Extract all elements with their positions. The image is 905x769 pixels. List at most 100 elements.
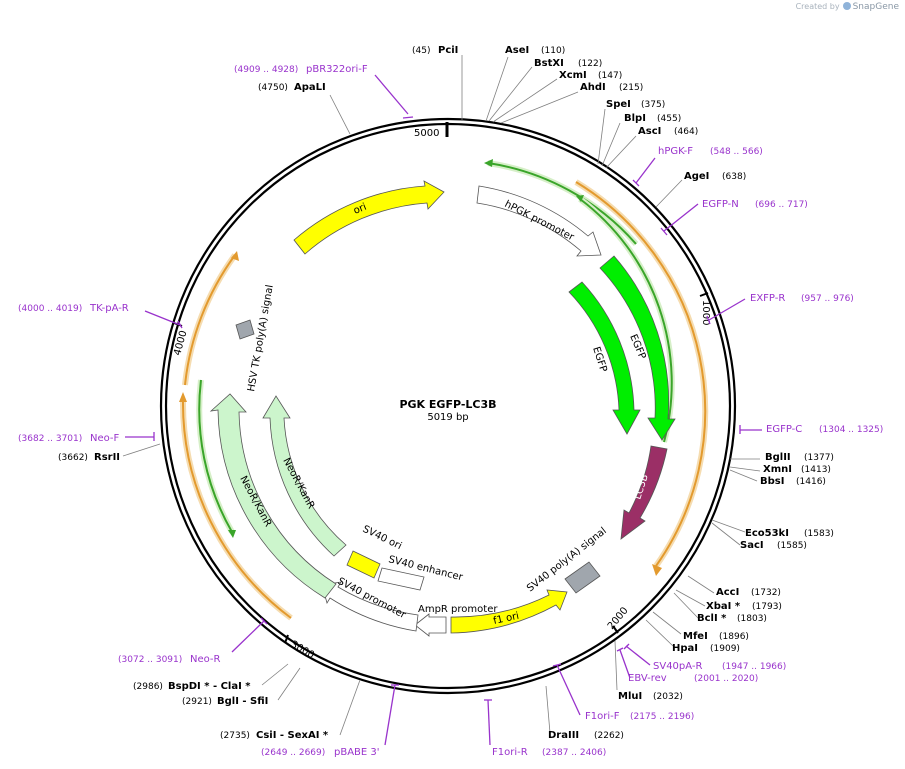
primer-f1ori-r[interactable]: F1ori-R (2387 .. 2406): [492, 747, 606, 758]
site-name-asei: AseI: [505, 45, 529, 56]
site-pos-asei: (110): [541, 46, 565, 56]
plasmid-size: 5019 bp: [427, 412, 468, 423]
primer-pos-tk-pa-r: (4000 .. 4019): [18, 304, 82, 314]
primer-egfp-n[interactable]: EGFP-N (696 .. 717): [702, 199, 808, 210]
primer-egfp-c[interactable]: EGFP-C (1304 .. 1325): [766, 424, 883, 435]
primer-pos-pbr322ori-f: (4909 .. 4928): [234, 65, 298, 75]
site-name-spei: SpeI: [606, 99, 631, 110]
site-xmni[interactable]: XmnI (1413): [763, 464, 831, 475]
site-name-xcmi: XcmI: [559, 70, 587, 81]
site-name-csii-sexai: CsiI - SexAI *: [256, 730, 329, 741]
site-pos-blpi: (455): [657, 114, 681, 124]
site-name-bglii: BglII: [765, 452, 791, 463]
site-pos-mfei: (1896): [719, 632, 749, 642]
site-pos-apali: (4750): [258, 83, 288, 93]
feature-ampr-promoter[interactable]: AmpR promoter: [414, 604, 498, 637]
tick-label-3000: 3000: [289, 639, 317, 661]
site-bcli[interactable]: BclI * (1803): [697, 613, 767, 624]
site-name-eco53ki: Eco53kI: [745, 528, 789, 539]
site-name-saci: SacI: [740, 540, 764, 551]
primer-name-egfp-n: EGFP-N: [702, 199, 739, 210]
tick-label-1000: 1000: [700, 300, 711, 325]
site-csii-sexai[interactable]: (2735) CsiI - SexAI *: [220, 730, 329, 741]
primer-name-pbabe-3: pBABE 3': [334, 747, 380, 758]
site-pos-bglii: (1377): [804, 453, 834, 463]
site-agei[interactable]: AgeI (638): [684, 171, 746, 182]
feature-sv40-polya[interactable]: SV40 poly(A) signal: [525, 526, 609, 595]
primer-name-hpgk-f: hPGK-F: [658, 146, 693, 157]
site-pos-rsrii: (3662): [58, 453, 88, 463]
site-asci[interactable]: AscI (464): [638, 126, 698, 137]
primer-exfp-r[interactable]: EXFP-R (957 .. 976): [750, 293, 854, 304]
site-bspdi-clai[interactable]: (2986) BspDI * - ClaI *: [133, 681, 251, 692]
site-bbsi[interactable]: BbsI (1416): [760, 476, 826, 487]
site-pos-bcli: (1803): [737, 614, 767, 624]
snapgene-credit: Created by SnapGene: [796, 2, 899, 12]
feature-label-ampr-promoter: AmpR promoter: [418, 604, 498, 615]
feature-lc3b[interactable]: LC3B: [620, 445, 668, 540]
primer-markers: [125, 74, 762, 746]
primer-hpgk-f[interactable]: hPGK-F (548 .. 566): [658, 146, 763, 157]
site-mfei[interactable]: MfeI (1896): [683, 631, 749, 642]
site-ahdi[interactable]: AhdI (215): [580, 82, 643, 93]
site-name-mfei: MfeI: [683, 631, 708, 642]
site-name-mlui: MluI: [618, 691, 642, 702]
primer-f1ori-f[interactable]: F1ori-F (2175 .. 2196): [585, 711, 694, 722]
site-hpai[interactable]: HpaI (1909): [672, 643, 740, 654]
site-bgli-sfii[interactable]: (2921) BglI - SfiI: [182, 696, 268, 707]
primer-pbabe-3[interactable]: (2649 .. 2669) pBABE 3': [261, 747, 380, 758]
site-rsrii[interactable]: (3662) RsrII: [58, 452, 120, 463]
primer-name-pbr322ori-f: pBR322ori-F: [306, 64, 368, 75]
primer-ebv-rev[interactable]: EBV-rev (2001 .. 2020): [628, 673, 758, 684]
primer-pos-neo-f: (3682 .. 3701): [18, 434, 82, 444]
primer-name-neo-r: Neo-R: [190, 654, 221, 665]
site-draiii[interactable]: DraIII (2262): [548, 730, 624, 741]
feature-hsv-tk-polya[interactable]: HSV TK poly(A) signal: [235, 284, 276, 393]
primer-neo-r[interactable]: (3072 .. 3091) Neo-R: [118, 654, 221, 665]
feature-f1-ori[interactable]: f1 ori: [450, 589, 568, 634]
feature-sv40-ori[interactable]: SV40 ori: [346, 524, 403, 579]
snapgene-logo-icon: [842, 2, 851, 10]
tick-label-2000: 2000: [606, 605, 631, 632]
primer-tk-pa-r[interactable]: (4000 .. 4019) TK-pA-R: [18, 303, 129, 314]
tick-5000: 5000: [414, 128, 439, 139]
site-apali[interactable]: (4750) ApaLI: [258, 82, 326, 93]
site-acci[interactable]: AccI (1732): [716, 587, 781, 598]
site-pos-bbsi: (1416): [796, 477, 826, 487]
orf-arcs: [179, 159, 709, 621]
site-spei[interactable]: SpeI (375): [606, 99, 665, 110]
tick-label-5000: 5000: [414, 128, 439, 139]
site-pos-xbai: (1793): [752, 602, 782, 612]
site-saci[interactable]: SacI (1585): [740, 540, 807, 551]
site-asei[interactable]: AseI (110): [505, 45, 565, 56]
site-name-xbai: XbaI *: [706, 601, 741, 612]
primer-sv40pa-r[interactable]: SV40pA-R (1947 .. 1966): [653, 661, 786, 672]
site-name-bstxi: BstXI: [534, 58, 564, 69]
site-name-asci: AscI: [638, 126, 661, 137]
site-name-pcii: PciI: [438, 45, 458, 56]
site-blpi[interactable]: BlpI (455): [624, 113, 681, 124]
site-name-bbsi: BbsI: [760, 476, 784, 487]
feature-ori[interactable]: ori: [293, 180, 445, 255]
site-mlui[interactable]: MluI (2032): [618, 691, 683, 702]
primer-neo-f[interactable]: (3682 .. 3701) Neo-F: [18, 433, 120, 444]
site-xbai[interactable]: XbaI * (1793): [706, 601, 782, 612]
site-pcii[interactable]: (45) PciI: [412, 45, 458, 56]
primer-pbr322ori-f[interactable]: (4909 .. 4928) pBR322ori-F: [234, 64, 368, 75]
site-xcmi[interactable]: XcmI (147): [559, 70, 622, 81]
site-name-bspdi-clai: BspDI * - ClaI *: [168, 681, 251, 692]
site-bstxi[interactable]: BstXI (122): [534, 58, 602, 69]
site-name-agei: AgeI: [684, 171, 709, 182]
primer-name-sv40pa-r: SV40pA-R: [653, 661, 702, 672]
primer-name-exfp-r: EXFP-R: [750, 293, 785, 304]
site-pos-xmni: (1413): [801, 465, 831, 475]
site-eco53ki[interactable]: Eco53kI (1583): [745, 528, 834, 539]
site-bglii[interactable]: BglII (1377): [765, 452, 834, 463]
feature-sv40-enhancer[interactable]: SV40 enhancer: [377, 554, 465, 591]
site-pos-ahdi: (215): [619, 83, 643, 93]
primer-name-tk-pa-r: TK-pA-R: [89, 303, 129, 314]
primer-pos-hpgk-f: (548 .. 566): [710, 147, 763, 157]
primer-name-f1ori-f: F1ori-F: [585, 711, 620, 722]
primer-pos-egfp-n: (696 .. 717): [755, 200, 808, 210]
site-pos-mlui: (2032): [653, 692, 683, 702]
